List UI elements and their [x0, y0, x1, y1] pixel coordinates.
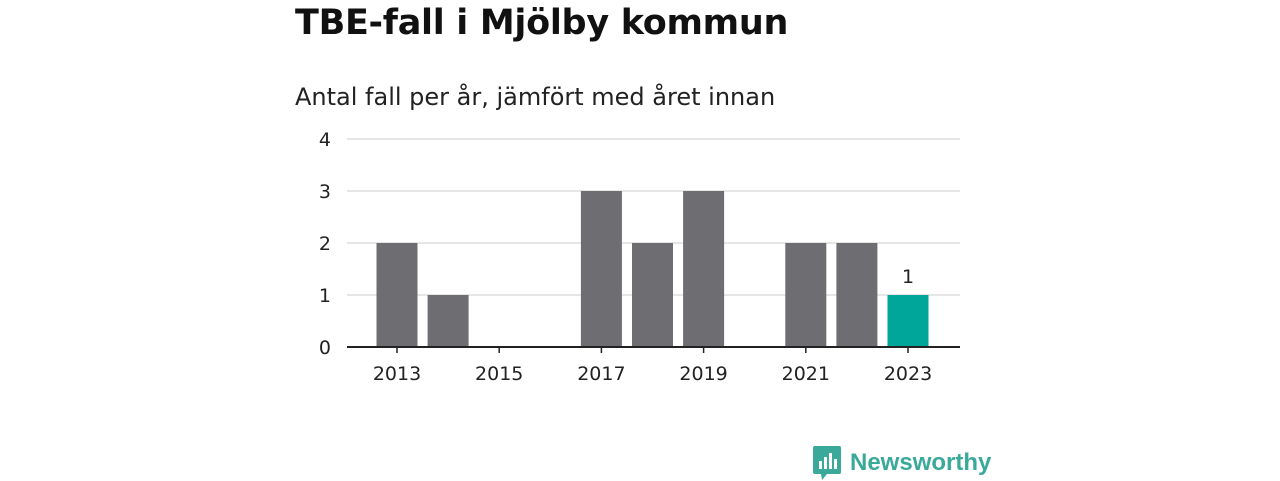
bar [785, 243, 827, 347]
chart-title: TBE-fall i Mjölby kommun [295, 3, 789, 43]
brand-name: Newsworthy [850, 449, 992, 476]
chart-subtitle: Antal fall per år, jämfört med året inna… [295, 83, 776, 111]
bar [887, 295, 929, 347]
bar [376, 243, 418, 347]
x-tick-label: 2013 [373, 363, 421, 385]
newsworthy-logo-icon [813, 446, 841, 480]
bar [683, 191, 725, 347]
brand-logo[interactable]: Newsworthy [813, 445, 991, 481]
data-labels: 1 [902, 266, 914, 288]
x-axis-ticks: 2013 2015 2017 2019 2021 2023 [347, 346, 960, 385]
data-label: 1 [902, 266, 914, 288]
bar [580, 191, 622, 347]
y-tick-label: 1 [319, 285, 331, 307]
bar [836, 243, 878, 347]
x-tick-label: 2023 [884, 363, 932, 385]
y-tick-label: 2 [319, 233, 331, 255]
y-tick-label: 3 [319, 181, 331, 203]
x-tick-label: 2017 [577, 363, 625, 385]
bar [632, 243, 673, 347]
bars [376, 191, 929, 347]
y-tick-label: 0 [319, 337, 331, 359]
x-tick-label: 2015 [475, 363, 523, 385]
y-tick-label: 4 [319, 129, 331, 151]
y-axis-ticks: 0 1 2 3 4 [319, 129, 331, 359]
x-tick-label: 2021 [782, 363, 830, 385]
x-tick-label: 2019 [679, 363, 727, 385]
bar [427, 295, 469, 347]
